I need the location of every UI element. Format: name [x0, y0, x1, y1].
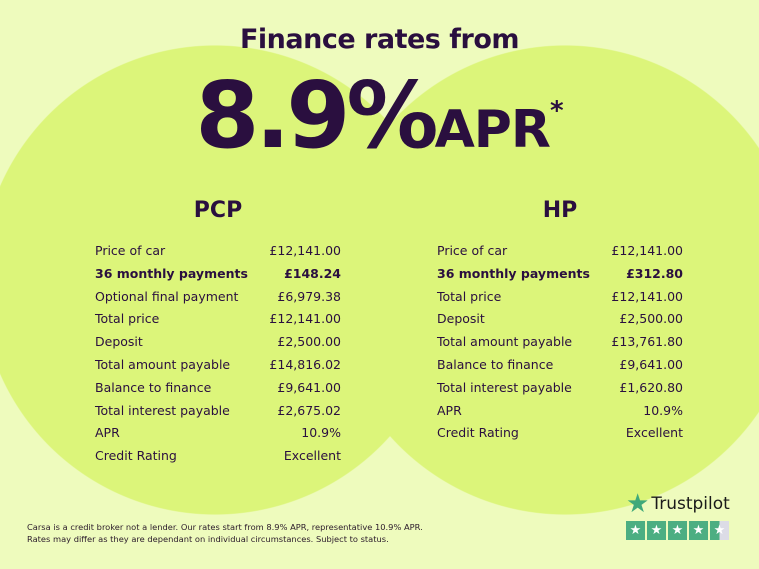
row-label: Credit Rating: [437, 425, 519, 441]
rating-star-icon: ★: [647, 521, 666, 540]
table-row: Total price £12,141.00: [95, 308, 341, 331]
row-label: 36 monthly payments: [437, 265, 590, 281]
table-row: Total interest payable £1,620.80: [437, 377, 683, 400]
table-row: APR 10.9%: [437, 400, 683, 423]
row-value: Excellent: [625, 425, 683, 441]
table-row: Credit Rating Excellent: [95, 445, 341, 468]
rating-star-icon: ★: [626, 521, 645, 540]
row-label: Optional final payment: [95, 288, 239, 304]
headline: Finance rates from: [239, 24, 520, 55]
row-value: £9,641.00: [277, 379, 341, 395]
table-row: Total amount payable £14,816.02: [95, 354, 341, 377]
hp-heading: HP: [542, 198, 578, 223]
row-value: £148.24: [284, 265, 341, 281]
rating-star-icon: ★: [668, 521, 687, 540]
row-value: £2,675.02: [277, 402, 341, 418]
disclaimer-line-2: Rates may differ as they are dependant o…: [27, 534, 389, 544]
table-row: Total price £12,141.00: [437, 286, 683, 309]
trustpilot-logo: ★ Trustpilot: [626, 489, 746, 519]
row-value: £12,141.00: [611, 288, 683, 304]
row-value: £312.80: [626, 265, 683, 281]
table-row: Optional final payment £6,979.38: [95, 286, 341, 309]
table-row: APR 10.9%: [95, 422, 341, 445]
disclaimer-line-1: Carsa is a credit broker not a lender. O…: [27, 522, 423, 532]
row-value: 10.9%: [301, 425, 341, 441]
table-row: Balance to finance £9,641.00: [95, 377, 341, 400]
row-label: Total price: [437, 288, 502, 304]
trustpilot-badge: ★ Trustpilot ★ ★ ★ ★ ★: [626, 489, 746, 540]
row-value: 10.9%: [643, 402, 683, 418]
table-row: Total interest payable £2,675.02: [95, 400, 341, 423]
row-value: £14,816.02: [269, 356, 341, 372]
table-row: 36 monthly payments £312.80: [437, 263, 683, 286]
row-label: Price of car: [95, 243, 166, 258]
asterisk: *: [549, 96, 564, 126]
table-row: Balance to finance £9,641.00: [437, 354, 683, 377]
apr-label: APR: [434, 100, 551, 160]
row-label: Balance to finance: [95, 379, 212, 395]
row-label: Balance to finance: [437, 356, 554, 372]
row-value: £1,620.80: [619, 379, 683, 395]
row-value: £2,500.00: [619, 311, 683, 327]
row-label: 36 monthly payments: [95, 265, 248, 281]
rate-value: 8.9%: [195, 62, 438, 169]
table-row: 36 monthly payments £148.24: [95, 263, 341, 286]
hp-rows: Price of car £12,141.00 36 monthly payment…: [437, 240, 683, 445]
table-row: Price of car £12,141.00: [95, 240, 341, 263]
table-row: Credit Rating Excellent: [437, 422, 683, 445]
headline-rate: 8.9%APR*: [0, 62, 759, 169]
table-row: Deposit £2,500.00: [437, 308, 683, 331]
trustpilot-name: Trustpilot: [651, 494, 730, 514]
pcp-table: PCP Price of car £12,141.00 36 monthly pay…: [95, 198, 341, 468]
row-label: Total amount payable: [95, 356, 231, 372]
row-value: £2,500.00: [277, 334, 341, 350]
table-row: Price of car £12,141.00: [437, 240, 683, 263]
row-value: £12,141.00: [269, 243, 341, 258]
row-label: Total amount payable: [437, 334, 573, 350]
trustpilot-stars: ★ ★ ★ ★ ★: [626, 521, 746, 540]
row-label: Price of car: [437, 243, 508, 258]
row-label: APR: [437, 402, 462, 418]
row-value: £12,141.00: [611, 243, 683, 258]
row-label: Deposit: [437, 311, 485, 327]
row-value: Excellent: [283, 448, 341, 464]
rating-star-icon: ★: [710, 521, 729, 540]
row-label: Total interest payable: [437, 379, 572, 395]
table-row: Total amount payable £13,761.80: [437, 331, 683, 354]
row-value: £6,979.38: [277, 288, 341, 304]
row-label: Total price: [95, 311, 160, 327]
row-label: Credit Rating: [95, 448, 177, 464]
row-value: £12,141.00: [269, 311, 341, 327]
pcp-heading: PCP: [193, 198, 243, 223]
table-row: Deposit £2,500.00: [95, 331, 341, 354]
row-value: £9,641.00: [619, 356, 683, 372]
pcp-rows: Price of car £12,141.00 36 monthly payment…: [95, 240, 341, 468]
hp-table: HP Price of car £12,141.00 36 monthly paym…: [437, 198, 683, 445]
row-label: Deposit: [95, 334, 143, 350]
row-label: Total interest payable: [95, 402, 230, 418]
star-icon: ★: [626, 489, 650, 519]
rating-star-icon: ★: [689, 521, 708, 540]
row-label: APR: [95, 425, 120, 441]
disclaimer: Carsa is a credit broker not a lender. O…: [27, 521, 447, 545]
row-value: £13,761.80: [611, 334, 683, 350]
